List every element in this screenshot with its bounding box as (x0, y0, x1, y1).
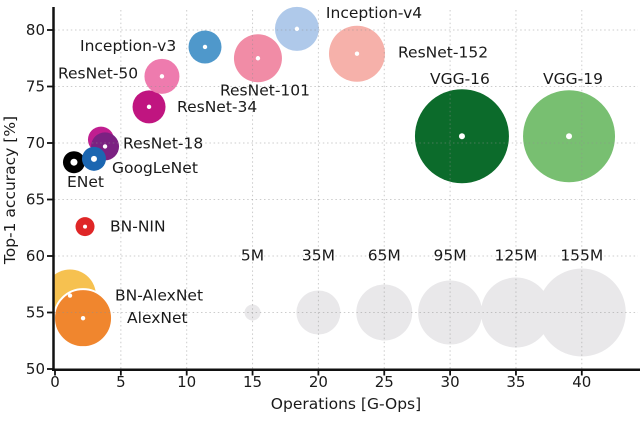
bubble-center-dot-alexnet (80, 315, 86, 321)
x-tick-label: 15 (243, 373, 262, 391)
bubble-center-dot-vgg-19 (566, 133, 573, 140)
y-tick-label: 70 (26, 134, 45, 152)
bubble-center-dot-enet (70, 158, 78, 166)
bubble-center-dot-bn-nin (83, 224, 88, 229)
bubble-label-resnet-152: ResNet-152 (398, 44, 488, 62)
bubble-label-inception-v3: Inception-v3 (80, 37, 176, 55)
bubble-center-dot-inception-v4 (294, 26, 300, 32)
size-legend-label: 155M (560, 247, 603, 265)
bubble-center-dot-googlenet (90, 155, 97, 162)
size-legend-bubble (356, 284, 413, 341)
bubble-label-resnet-34: ResNet-34 (177, 98, 257, 116)
grid-layer (54, 10, 638, 369)
bubble-label-inception-v4: Inception-v4 (326, 4, 422, 22)
size-legend-label: 5M (241, 247, 264, 265)
bubble-center-dot-inception-v3 (202, 44, 208, 50)
bubble-label-resnet-50: ResNet-50 (58, 64, 138, 82)
size-legend-label: 65M (368, 247, 401, 265)
size-legend-bubble (296, 290, 341, 335)
y-tick-label: 80 (26, 21, 45, 39)
bubble-center-dots-layer (67, 26, 573, 321)
bubbles-layer (54, 6, 626, 357)
bubble-center-dot-resnet-152 (354, 51, 360, 56)
bubble-label-enet: ENet (67, 173, 104, 191)
size-legend-label: 35M (302, 247, 335, 265)
size-legend-bubble (244, 304, 261, 321)
x-tick-label: 0 (50, 373, 60, 391)
bubble-label-bn-nin: BN-NIN (110, 218, 166, 236)
x-tick-label: 10 (177, 373, 196, 391)
size-legend-bubble (418, 280, 483, 345)
bubble-label-bn-alexnet: BN-AlexNet (115, 287, 203, 305)
size-legend-label: 95M (434, 247, 467, 265)
x-tick-label: 25 (375, 373, 394, 391)
bubble-label-vgg-16: VGG-16 (430, 70, 490, 88)
x-tick-label: 35 (506, 373, 525, 391)
bubble-label-resnet-18: ResNet-18 (123, 134, 203, 152)
bubble-center-dot-bn-alexnet (67, 293, 73, 298)
y-tick-label: 65 (26, 191, 45, 209)
bubble-label-googlenet: GoogLeNet (112, 159, 198, 177)
bubble-center-dot-resnet-34 (146, 104, 152, 110)
x-axis-title: Operations [G-Ops] (271, 395, 421, 413)
y-tick-label: 60 (26, 247, 45, 265)
bubble-label-vgg-19: VGG-19 (543, 70, 603, 88)
y-axis-title: Top-1 accuracy [%] (1, 116, 19, 265)
bubble-center-dot-resnet-101 (255, 56, 261, 61)
axes-layer (47, 7, 640, 376)
x-tick-label: 5 (116, 373, 126, 391)
size-legend-bubble (537, 268, 626, 357)
bubble-center-dot-vgg-16 (458, 133, 465, 140)
x-tick-label: 30 (441, 373, 460, 391)
bubble-center-dot-resnet-50 (159, 74, 165, 79)
bubble-label-resnet-101: ResNet-101 (220, 81, 310, 99)
y-tick-label: 75 (26, 78, 45, 96)
x-tick-label: 40 (572, 373, 591, 391)
size-legend-label: 125M (494, 247, 537, 265)
size-legend-bubble (480, 277, 551, 348)
bubble-label-alexnet: AlexNet (127, 309, 188, 327)
x-tick-label: 20 (309, 373, 328, 391)
y-tick-label: 50 (26, 360, 45, 378)
bubble-center-dot-resnet-18 (102, 144, 108, 149)
y-tick-label: 55 (26, 304, 45, 322)
